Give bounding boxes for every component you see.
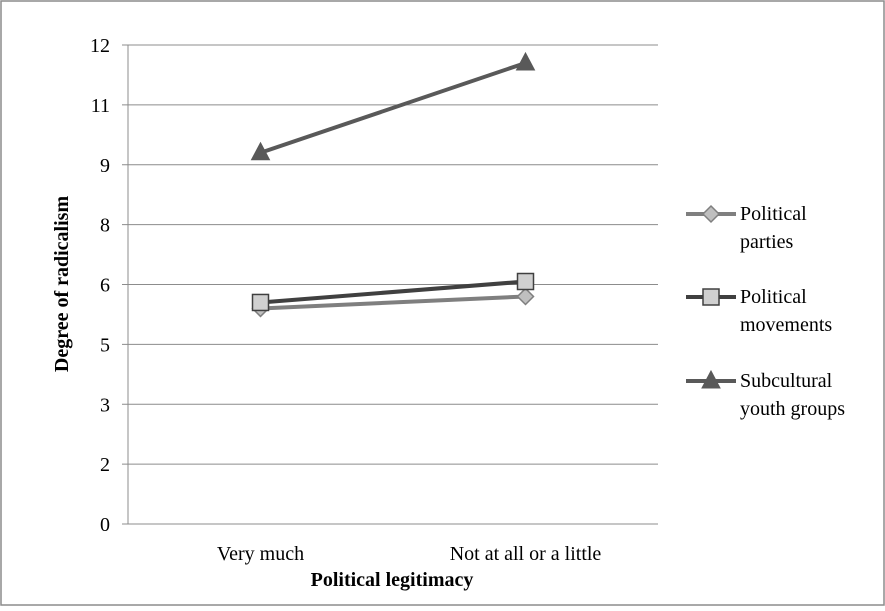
y-tick-label: 9 [100, 155, 110, 177]
series-line [250, 51, 536, 161]
x-tick-label: Not at all or a little [450, 543, 602, 565]
series-path [259, 61, 527, 155]
legend-label: Political [740, 203, 807, 225]
y-tick-label: 5 [100, 334, 110, 356]
y-tick-label: 11 [91, 95, 110, 117]
y-tick-label: 6 [100, 275, 110, 297]
triangle-marker [515, 51, 536, 71]
square-marker [516, 272, 535, 291]
legend-label: youth groups [740, 398, 845, 420]
diamond-marker [516, 287, 535, 306]
legend-item: Subcultural youth groups [686, 369, 845, 420]
legend: Political parties Political movements Subcul… [686, 203, 845, 420]
legend-label: parties [740, 231, 794, 253]
series-group [250, 51, 536, 318]
legend-item: Political parties [686, 203, 807, 253]
gridlines [122, 44, 658, 525]
legend-label: movements [740, 314, 832, 336]
legend-label: Political [740, 286, 807, 308]
legend-label: Subcultural [740, 370, 833, 392]
series-path [260, 294, 526, 311]
triangle-marker [250, 141, 271, 161]
x-tick-label: Very much [217, 543, 304, 565]
triangle-marker [701, 369, 721, 389]
x-tick-labels: Very much Not at all or a little [217, 543, 602, 565]
y-tick-label: 0 [100, 514, 110, 536]
series-path [260, 279, 526, 305]
y-tick-labels: 0 2 3 5 6 8 9 11 12 [90, 35, 110, 536]
y-axis-label: Degree of radicalism [51, 196, 73, 373]
x-axis-label: Political legitimacy [311, 569, 474, 591]
diamond-marker [701, 204, 721, 224]
series-line [251, 272, 535, 312]
square-marker [702, 288, 720, 306]
legend-item: Political movements [686, 286, 832, 336]
square-marker [251, 293, 270, 312]
y-tick-label: 2 [100, 454, 110, 476]
y-tick-label: 12 [90, 35, 110, 57]
y-tick-label: 3 [100, 394, 110, 416]
y-tick-label: 8 [100, 215, 110, 237]
